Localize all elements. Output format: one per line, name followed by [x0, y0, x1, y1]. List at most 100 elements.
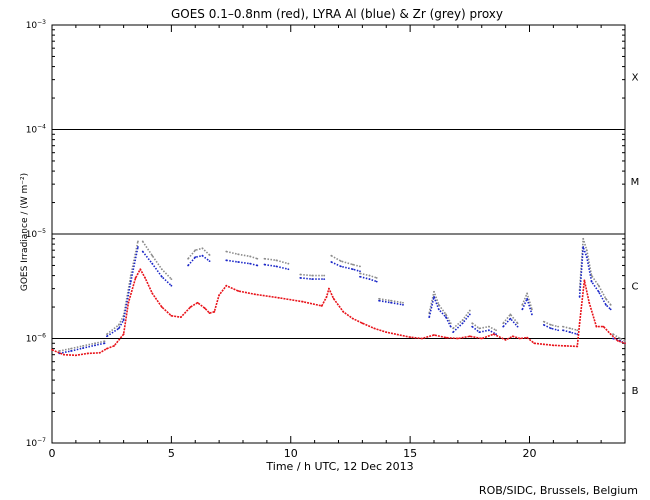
y-axis-label: GOES Irradiance / (W m⁻²): [20, 173, 30, 291]
data-point: [495, 333, 497, 336]
data-point: [461, 322, 464, 325]
data-point: [519, 337, 521, 340]
data-point: [445, 336, 447, 339]
data-point: [542, 323, 545, 326]
data-point: [562, 325, 564, 328]
data-point: [526, 292, 529, 295]
data-point: [468, 335, 471, 338]
data-point: [585, 256, 588, 259]
data-point: [359, 275, 361, 278]
data-point: [141, 240, 144, 243]
data-point: [237, 261, 240, 263]
data-point: [218, 294, 221, 297]
data-point: [433, 290, 435, 293]
data-point: [590, 280, 593, 283]
y-tick-label: 10−3: [26, 19, 46, 31]
data-point: [582, 237, 585, 240]
data-point: [502, 325, 505, 328]
data-point: [375, 280, 378, 283]
series-line-blue: [59, 342, 105, 355]
data-point: [530, 308, 533, 311]
data-point: [139, 268, 142, 271]
data-point: [576, 329, 579, 332]
series-line-grey: [452, 310, 471, 330]
data-point: [409, 336, 412, 339]
footer-credit: ROB/SIDC, Brussels, Belgium: [478, 484, 638, 497]
data-point: [201, 254, 204, 257]
data-point: [359, 270, 361, 273]
data-point: [70, 347, 72, 350]
data-point: [122, 319, 125, 321]
series-line-grey: [471, 322, 497, 331]
data-point: [127, 301, 130, 304]
data-point: [478, 331, 481, 334]
data-point: [471, 325, 474, 328]
data-point: [578, 296, 581, 298]
series-blue: [58, 246, 626, 355]
y-tick-label: 10−6: [26, 333, 46, 345]
data-point: [339, 260, 342, 263]
data-point: [194, 249, 197, 252]
data-point: [468, 313, 471, 316]
data-point: [187, 257, 189, 260]
data-point: [449, 325, 452, 328]
data-point: [311, 274, 314, 277]
series-line-blue: [521, 297, 533, 315]
data-point: [480, 337, 483, 340]
data-point: [301, 300, 304, 303]
data-point: [196, 301, 199, 304]
series-line-blue: [187, 254, 211, 267]
series-line-grey: [59, 340, 105, 352]
data-point: [323, 278, 326, 281]
data-point: [509, 313, 512, 316]
data-point: [137, 240, 139, 243]
data-point: [368, 278, 371, 281]
data-point: [180, 316, 182, 319]
data-point: [361, 322, 364, 325]
data-point: [299, 277, 302, 279]
series-line-grey: [142, 240, 172, 280]
data-point: [323, 274, 326, 277]
data-point: [612, 333, 614, 336]
data-point: [569, 331, 571, 334]
data-point: [106, 335, 108, 338]
data-point: [550, 327, 552, 330]
data-point: [330, 254, 333, 257]
data-point: [616, 339, 619, 342]
data-point: [311, 278, 314, 281]
data-point: [468, 309, 471, 312]
flare-class-label: B: [632, 386, 639, 397]
data-point: [122, 333, 125, 336]
data-point: [213, 310, 216, 313]
flare-class-label: X: [632, 73, 639, 84]
y-tick-label: 10−5: [26, 228, 46, 240]
data-point: [94, 342, 96, 345]
data-point: [588, 301, 591, 304]
x-tick-label: 0: [49, 447, 56, 460]
data-point: [151, 254, 154, 257]
data-point: [113, 344, 115, 347]
data-point: [456, 337, 459, 340]
data-point: [328, 287, 330, 290]
data-point: [249, 255, 252, 258]
data-point: [605, 297, 607, 300]
data-point: [203, 307, 206, 310]
data-point: [373, 327, 376, 330]
data-point: [160, 275, 163, 278]
data-point: [144, 277, 147, 279]
data-point: [170, 278, 173, 281]
data-point: [557, 329, 560, 332]
data-point: [502, 322, 505, 325]
series-line-grey: [543, 320, 559, 328]
data-point: [516, 325, 519, 328]
flare-class-label: M: [631, 177, 640, 188]
data-point: [208, 312, 211, 315]
data-point: [117, 323, 120, 326]
data-point: [557, 325, 560, 328]
series-line-grey: [502, 313, 519, 324]
data-point: [511, 335, 514, 338]
data-point: [433, 296, 435, 298]
data-point: [137, 246, 139, 248]
data-point: [452, 327, 454, 330]
data-point: [94, 344, 96, 347]
